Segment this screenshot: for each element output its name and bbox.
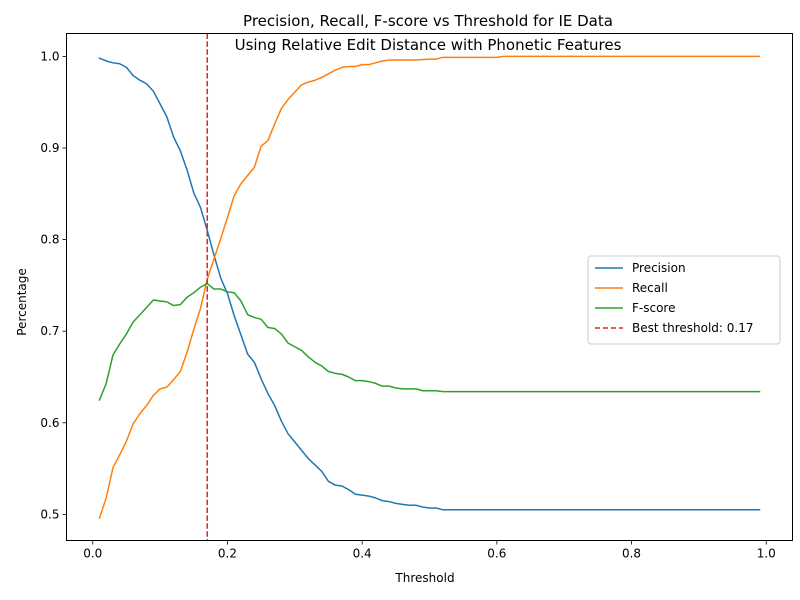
y-tick-label: 0.6: [40, 416, 59, 430]
x-tick-label: 0.2: [218, 547, 237, 561]
series-line-f-score: [98, 282, 761, 401]
plot-frame: [66, 33, 793, 541]
legend-fscore-label: F-score: [632, 301, 675, 315]
legend-threshold-label: Best threshold: 0.17: [632, 321, 753, 335]
legend-recall-label: Recall: [632, 281, 668, 295]
y-tick-label: 0.9: [40, 141, 59, 155]
y-tick-label: 0.7: [40, 324, 59, 338]
x-tick-label: 0.8: [622, 547, 641, 561]
x-tick-label: 0.6: [487, 547, 506, 561]
chart-subtitle: Using Relative Edit Distance with Phonet…: [235, 36, 622, 54]
x-tick-label: 1.0: [757, 547, 776, 561]
legend: Precision Recall F-score Best threshold:…: [587, 255, 781, 345]
chart-title: Precision, Recall, F-score vs Threshold …: [243, 12, 613, 30]
plot-lines: [98, 33, 761, 541]
y-tick-label: 0.5: [40, 507, 59, 521]
y-tick-label: 0.8: [40, 233, 59, 247]
legend-precision-label: Precision: [632, 261, 686, 275]
series-line-precision: [98, 57, 761, 511]
y-axis-ticks: 0.5 0.6 0.7 0.8 0.9 1.0: [40, 49, 67, 521]
x-tick-label: 0.4: [353, 547, 372, 561]
x-axis-label: Threshold: [394, 571, 454, 585]
legend-box: [587, 255, 781, 345]
series-line-recall: [98, 55, 761, 520]
x-axis-ticks: 0.0 0.2 0.4 0.6 0.8 1.0: [83, 540, 776, 561]
y-tick-label: 1.0: [40, 49, 59, 63]
y-axis-label: Percentage: [15, 268, 29, 336]
x-tick-label: 0.0: [83, 547, 102, 561]
